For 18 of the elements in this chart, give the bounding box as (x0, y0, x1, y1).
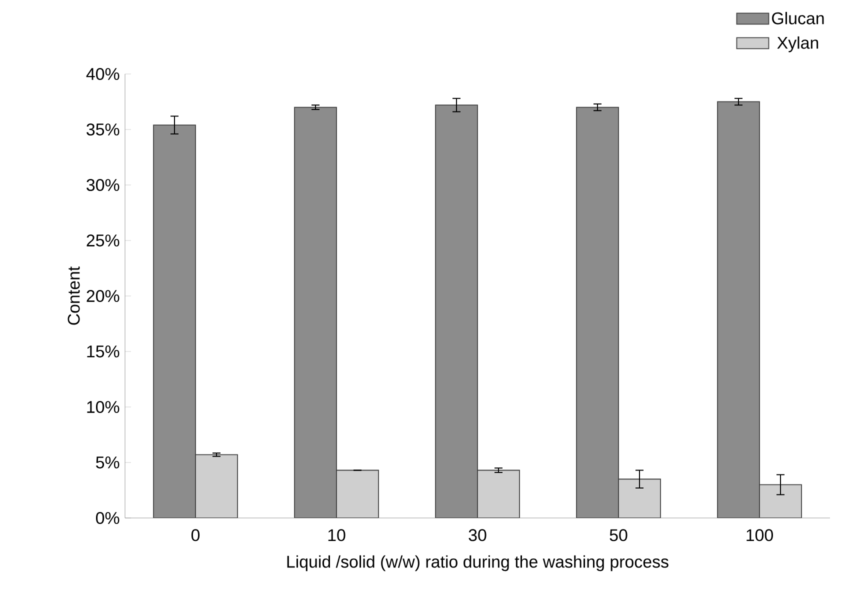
legend-label: Glucan (772, 12, 824, 24)
x-tick-label: 0 (191, 529, 200, 542)
x-tick-label: 50 (610, 529, 628, 542)
x-tick-label: 10 (328, 529, 346, 542)
x-tick-label: 30 (468, 529, 486, 542)
y-tick-label: 20% (86, 290, 120, 302)
x-tick-label: 100 (746, 529, 773, 542)
y-tick-label: 40% (86, 68, 120, 80)
y-axis-title: Content (68, 266, 80, 325)
y-tick-label: 15% (87, 346, 120, 358)
y-tick-label: 30% (86, 178, 120, 191)
x-axis-title: Liquid /solid (w/w) ratio during the washing process (287, 555, 668, 572)
legend-label: Xylan (777, 36, 818, 52)
y-tick-label: 10% (87, 400, 120, 413)
y-tick-label: 5% (96, 456, 120, 468)
y-tick-label: 0% (96, 512, 120, 524)
y-tick-label: 25% (86, 234, 120, 246)
y-tick-label: 35% (86, 123, 120, 136)
